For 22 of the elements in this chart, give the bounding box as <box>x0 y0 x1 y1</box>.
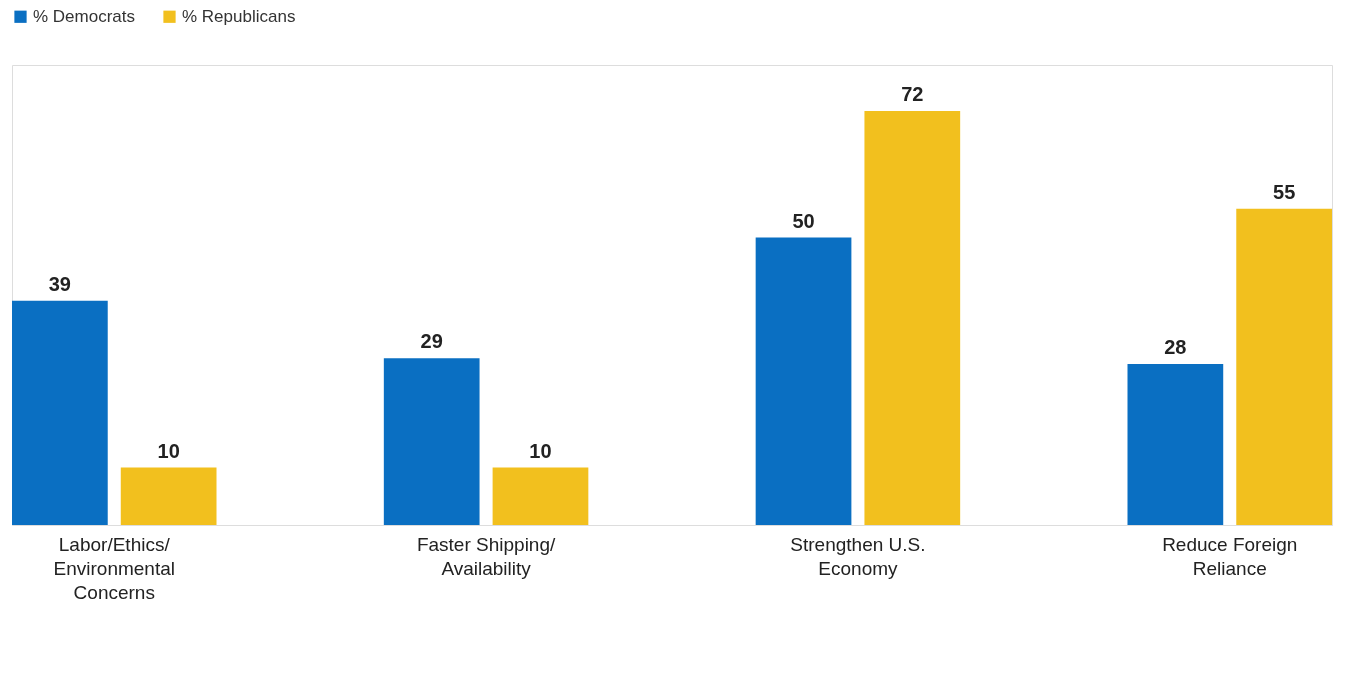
data-label: 55 <box>1273 180 1296 203</box>
data-label: 39 <box>48 272 71 295</box>
x-tick-label: Strengthen U.S. Economy <box>790 533 926 579</box>
bar <box>1236 208 1332 525</box>
x-tick-label: Labor/Ethics/Environmental Concerns <box>53 533 175 603</box>
data-label: 10 <box>529 439 552 462</box>
x-tick-label: Reduce Foreign Reliance <box>1162 533 1298 579</box>
legend-label: % Republicans <box>182 6 296 26</box>
legend-label: % Democrats <box>33 6 136 26</box>
x-tick-label: Faster Shipping/Availability <box>416 533 556 579</box>
bar <box>755 237 852 525</box>
bar <box>383 358 480 525</box>
bar <box>1127 364 1224 525</box>
bar <box>120 467 217 525</box>
bar <box>864 111 961 525</box>
data-label: 28 <box>1164 336 1187 358</box>
data-label: 72 <box>901 83 924 105</box>
bar <box>492 467 589 525</box>
data-label: 29 <box>420 330 443 353</box>
data-label: 50 <box>792 209 815 232</box>
bar <box>12 300 108 525</box>
data-label: 10 <box>157 439 180 462</box>
